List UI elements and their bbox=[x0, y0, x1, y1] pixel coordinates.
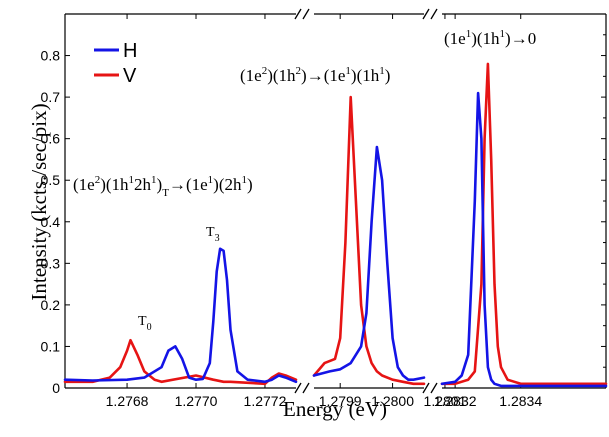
y-axis-ticks: 0 0.1 0.2 0.3 0.4 0.5 0.6 0.7 0.8 bbox=[41, 34, 606, 396]
break-mark bbox=[302, 382, 310, 394]
x-tick-label: 1.2801 bbox=[424, 393, 467, 409]
x-axis-ticks: 1.2768 1.2770 1.2772 1.2799 1.2800 1.28011.28… bbox=[106, 14, 542, 409]
annotation-t0: T0 bbox=[138, 314, 152, 333]
series-line-h bbox=[63, 247, 298, 384]
y-tick-label: 0 bbox=[52, 380, 60, 396]
series-line-h bbox=[440, 91, 608, 388]
y-axis-label: Intensity (kcts./sec/pix) bbox=[27, 103, 51, 300]
series-line-h bbox=[312, 145, 426, 382]
y-tick-label: 0.1 bbox=[41, 338, 61, 354]
x-tick-label: 1.2772 bbox=[244, 393, 287, 409]
x-tick-label: 1.2834 bbox=[499, 393, 542, 409]
series-line-v bbox=[440, 62, 608, 386]
annotation-transition-2: (1e2)(1h2)→(1e1)(1h1) bbox=[240, 65, 390, 85]
annotation-transition-1: (1e2)(1h12h1)T→(1e1)(2h1) bbox=[73, 174, 253, 199]
x-tick-label: 1.2800 bbox=[371, 393, 414, 409]
legend-label-h: H bbox=[123, 40, 137, 62]
break-mark bbox=[302, 8, 310, 20]
legend-label-v: V bbox=[123, 65, 137, 87]
series-line-v bbox=[63, 338, 298, 386]
y-tick-label: 0.2 bbox=[41, 297, 61, 313]
axis-break-marks bbox=[294, 8, 438, 394]
annotation-transition-3: (1e1)(1h1)→0 bbox=[444, 28, 536, 48]
break-mark bbox=[430, 8, 438, 20]
break-mark bbox=[422, 8, 430, 20]
x-tick-label: 1.2768 bbox=[106, 393, 149, 409]
break-mark bbox=[294, 382, 302, 394]
x-axis-label: Energy (eV) bbox=[283, 397, 387, 421]
series-lines bbox=[63, 62, 608, 388]
legend: H V bbox=[94, 40, 137, 87]
break-mark bbox=[422, 382, 430, 394]
y-tick-label: 0.8 bbox=[41, 48, 61, 64]
y-tick-label: 0.7 bbox=[41, 89, 61, 105]
x-tick-label: 1.2799 bbox=[319, 393, 362, 409]
break-mark bbox=[430, 382, 438, 394]
y-tick-label: 0.5 bbox=[41, 172, 61, 188]
y-tick-label: 0.3 bbox=[41, 255, 61, 271]
break-mark bbox=[294, 8, 302, 20]
x-tick-label: 1.2770 bbox=[175, 393, 218, 409]
y-tick-label: 0.4 bbox=[41, 214, 61, 230]
x-tick-label: 1.2832 bbox=[434, 393, 477, 409]
annotation-t3: T3 bbox=[206, 225, 220, 244]
y-tick-label: 0.6 bbox=[41, 131, 61, 147]
